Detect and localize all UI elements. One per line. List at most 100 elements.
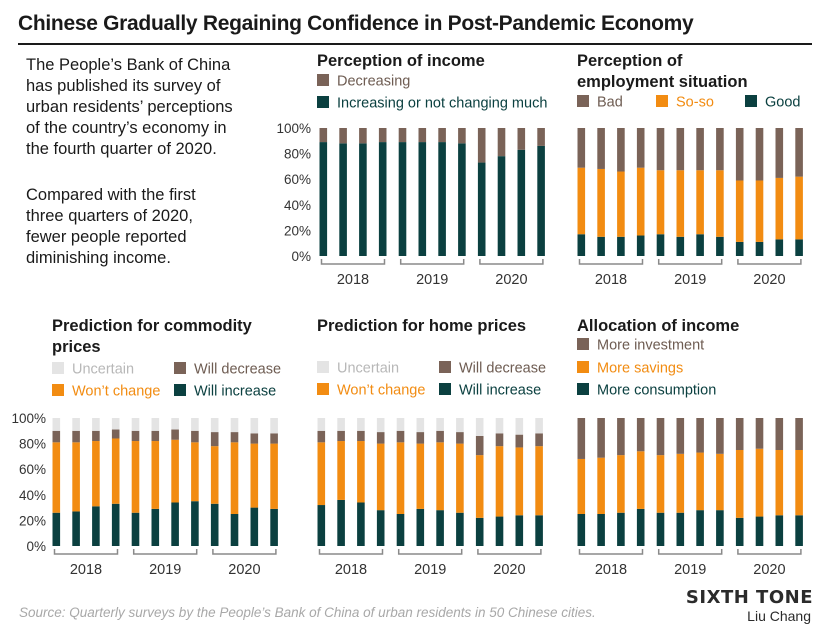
bar-segment: [456, 443, 464, 513]
x-year-label: 2018: [70, 562, 102, 578]
legend-swatch: [317, 74, 329, 86]
bar-segment: [131, 418, 140, 431]
bar-segment: [735, 241, 744, 256]
bar-segment: [795, 418, 803, 450]
chart-title: Prediction for commodity: [52, 317, 253, 335]
year-bracket: [53, 549, 119, 555]
bar-stack: [359, 128, 367, 256]
bar-segment: [477, 162, 486, 256]
bar-segment: [775, 239, 784, 256]
legend-label: Will decrease: [459, 361, 546, 377]
bar-segment: [416, 418, 425, 433]
bar-segment: [396, 514, 405, 546]
legend-label: More consumption: [597, 383, 716, 399]
bar-segment: [775, 177, 784, 240]
bar-segment: [317, 442, 326, 506]
bar-segment: [92, 418, 100, 431]
x-year-label: 2019: [674, 272, 706, 288]
bar-segment: [716, 236, 724, 256]
intro-paragraph-1: The People’s Bank of China has published…: [26, 55, 233, 160]
bar-stack: [735, 128, 744, 256]
bar-segment: [270, 508, 278, 546]
bar-segment: [151, 418, 160, 431]
legend-label: More investment: [597, 338, 704, 354]
year-bracket: [318, 549, 384, 555]
bar-segment: [617, 171, 625, 237]
bar-segment: [171, 418, 179, 430]
bar-segment: [696, 452, 704, 511]
bar-segment: [597, 168, 605, 237]
legend-swatch: [745, 95, 757, 107]
legend-swatch: [52, 362, 64, 374]
bar-stack: [696, 128, 704, 256]
y-tick-label: 100%: [11, 411, 46, 426]
bar-stack: [418, 128, 427, 256]
bar-segment: [250, 443, 259, 508]
year-bracket: [578, 259, 644, 265]
bar-stack: [72, 418, 80, 546]
bar-segment: [337, 418, 345, 431]
bar-segment: [795, 239, 803, 256]
legend-swatch: [656, 95, 668, 107]
intro-line: The People’s Bank of China: [26, 56, 231, 74]
bar-segment: [577, 418, 586, 459]
page-title: Chinese Gradually Regaining Confidence i…: [18, 12, 694, 35]
bar-segment: [456, 432, 464, 444]
bar-stack: [696, 418, 704, 546]
bar-segment: [535, 433, 543, 447]
bar-segment: [795, 128, 803, 177]
bar-segment: [755, 448, 764, 517]
year-bracket: [212, 549, 277, 555]
bar-segment: [131, 430, 140, 442]
bar-segment: [636, 167, 645, 236]
bar-segment: [537, 128, 545, 146]
x-year-label: 2020: [495, 272, 527, 288]
bar-segment: [92, 506, 100, 546]
legend-label: More savings: [597, 361, 683, 377]
bar-segment: [151, 430, 160, 442]
bar-stack: [735, 418, 744, 546]
bar-segment: [735, 418, 744, 450]
legend-label: Won’t change: [72, 384, 160, 400]
bar-stack: [396, 418, 405, 546]
author-credit: Liu Chang: [747, 608, 811, 624]
bar-segment: [537, 145, 545, 256]
legend-swatch: [174, 362, 186, 374]
x-year-label: 2019: [414, 562, 446, 578]
bar-segment: [317, 505, 326, 546]
legend-swatch: [439, 383, 451, 395]
bar-stack: [755, 418, 764, 546]
bar-segment: [458, 128, 466, 144]
bar-stack: [131, 418, 140, 546]
bar-segment: [456, 512, 464, 546]
bar-segment: [438, 128, 446, 143]
bar-stack: [617, 418, 625, 546]
bar-segment: [775, 450, 784, 516]
bar-segment: [617, 418, 625, 456]
bar-segment: [111, 429, 120, 439]
bar-segment: [210, 432, 219, 447]
bar-segment: [636, 128, 645, 168]
bar-segment: [515, 447, 524, 516]
bar-segment: [151, 441, 160, 509]
legend-swatch: [577, 338, 589, 350]
chart-title: prices: [52, 338, 101, 356]
bar-segment: [436, 430, 444, 443]
bar-segment: [497, 128, 506, 157]
year-bracket: [737, 549, 802, 555]
bar-segment: [517, 128, 526, 150]
bar-stack: [497, 128, 506, 256]
bar-stack: [171, 418, 179, 546]
bar-segment: [131, 441, 140, 513]
bar-segment: [676, 453, 685, 513]
bar-segment: [72, 511, 80, 546]
legend-swatch: [577, 383, 589, 395]
bar-stack: [617, 128, 625, 256]
x-year-label: 2020: [753, 562, 785, 578]
bar-segment: [716, 170, 724, 237]
bar-segment: [755, 128, 764, 181]
bar-segment: [636, 451, 645, 509]
bar-segment: [597, 236, 605, 256]
bar-stack: [775, 128, 784, 256]
bar-segment: [696, 234, 704, 256]
